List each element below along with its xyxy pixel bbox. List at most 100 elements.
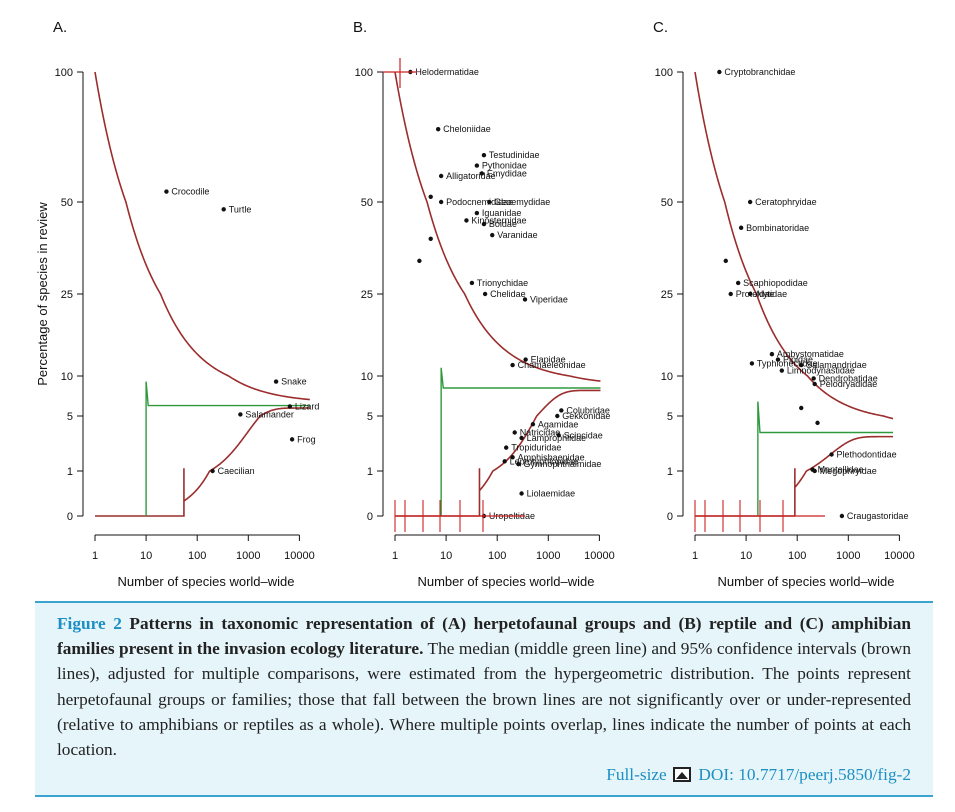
- point-label: Colubridae: [566, 405, 610, 415]
- point-label: Ambystomatidae: [777, 349, 844, 359]
- data-point: [438, 173, 444, 179]
- data-point: [221, 207, 226, 212]
- data-point: [779, 368, 785, 373]
- x-tick-label: 1000: [836, 550, 860, 562]
- data-point: [839, 513, 845, 519]
- point-label: Trionychidae: [477, 278, 528, 288]
- x-axis-title: Number of species world–wide: [417, 574, 594, 589]
- point-label: Elapidae: [531, 355, 566, 365]
- x-tick-label: 1000: [236, 550, 260, 562]
- point-label: Testudinidae: [489, 150, 540, 160]
- point-label: Crocodile: [171, 187, 209, 197]
- data-point: [829, 452, 834, 457]
- y-tick-label: 50: [61, 197, 73, 209]
- point-label: Emydidae: [487, 168, 527, 178]
- figure-title: Patterns in taxonomic representation of …: [57, 614, 911, 659]
- upper-ci-line: [394, 71, 601, 382]
- data-point: [519, 491, 524, 496]
- lower-ci-line: [95, 407, 310, 517]
- data-point: [428, 194, 433, 199]
- data-point: [474, 163, 480, 168]
- data-point: [479, 171, 485, 176]
- point-label: Lamprophiidae: [527, 433, 587, 443]
- point-label: Chelidae: [490, 289, 526, 299]
- data-point: [728, 291, 733, 297]
- point-label: Viperidae: [530, 294, 568, 304]
- y-tick-label: 5: [367, 411, 373, 423]
- x-tick-label: 10000: [584, 550, 615, 562]
- point-label: Bombinatoridae: [746, 223, 809, 233]
- point-label: Frog: [297, 434, 316, 444]
- figure-number: Figure 2: [57, 614, 122, 633]
- data-point: [519, 435, 524, 441]
- point-label: Geoemydidae: [494, 197, 550, 207]
- y-tick-label: 1: [667, 466, 673, 478]
- data-point: [482, 291, 488, 297]
- data-point: [287, 404, 293, 409]
- point-label: Alytidae: [755, 289, 787, 299]
- point-label: Dendrobatidae: [819, 373, 878, 383]
- doi-link[interactable]: DOI: 10.7717/peerj.5850/fig-2: [698, 765, 911, 785]
- data-point: [438, 199, 444, 205]
- data-point: [559, 408, 564, 413]
- y-tick-label: 25: [361, 289, 373, 301]
- data-point: [811, 376, 816, 381]
- panel-letter: B.: [353, 19, 367, 36]
- figure: A. 0 1 5 10 25 50 100 1 10 100 1000 10000 Number of s…: [35, 19, 915, 589]
- data-point: [273, 379, 279, 384]
- point-label: Scincidae: [564, 430, 603, 440]
- point-label: Caecilian: [218, 466, 255, 476]
- data-point: [747, 199, 753, 205]
- data-point: [464, 218, 469, 223]
- y-tick-label: 10: [61, 371, 73, 383]
- y-tick-label: 25: [661, 289, 673, 301]
- y-tick-label: 100: [55, 67, 73, 79]
- point-label: Craugastoridae: [847, 511, 909, 521]
- data-point: [812, 381, 817, 387]
- data-point: [556, 433, 561, 438]
- upper-ci-line: [694, 71, 894, 420]
- data-point: [510, 455, 515, 460]
- data-point: [428, 236, 433, 241]
- data-point: [502, 459, 507, 464]
- x-tick-label: 10000: [284, 550, 315, 562]
- figure-caption: Figure 2 Patterns in taxonomic represent…: [35, 601, 933, 797]
- point-label: Tropiduridae: [511, 443, 561, 453]
- data-point: [555, 413, 560, 419]
- point-label: Helodermatidae: [415, 67, 479, 77]
- data-point: [738, 225, 744, 230]
- point-label: Pythonidae: [482, 161, 527, 171]
- point-label: Cryptobranchidae: [724, 67, 795, 77]
- y-tick-label: 50: [361, 197, 373, 209]
- data-point: [516, 461, 521, 467]
- y-tick-label: 50: [661, 197, 673, 209]
- point-label: Liolaemidae: [527, 489, 576, 499]
- point-label: Limnodynastidae: [787, 366, 855, 376]
- x-tick-label: 100: [788, 550, 806, 562]
- data-point: [799, 362, 804, 368]
- data-point: [799, 405, 804, 411]
- point-label: Iguanidae: [482, 208, 522, 218]
- x-tick-label: 10: [740, 550, 752, 562]
- data-point: [490, 232, 495, 238]
- full-size-link[interactable]: Full-size: [606, 765, 667, 785]
- panel-letter: A.: [53, 19, 67, 36]
- point-label: Gymnophthalmidae: [523, 459, 601, 469]
- y-tick-label: 5: [67, 411, 73, 423]
- data-point: [512, 430, 517, 435]
- x-tick-label: 10000: [884, 550, 915, 562]
- point-label: Varanidae: [497, 230, 537, 240]
- y-tick-label: 1: [67, 466, 73, 478]
- point-label: Amphisbaenidae: [518, 452, 585, 462]
- y-tick-label: 0: [667, 511, 673, 523]
- data-point: [510, 362, 515, 368]
- data-point: [815, 420, 820, 426]
- point-label: Megophryidae: [820, 466, 877, 476]
- point-label: Agamidae: [538, 419, 579, 429]
- point-label: Leptotyphlopidae: [510, 456, 579, 466]
- x-tick-label: 1: [692, 550, 698, 562]
- image-icon: [673, 767, 692, 783]
- data-point: [164, 189, 169, 194]
- point-label: Pelodryadidae: [820, 379, 878, 389]
- panel-letter: C.: [653, 19, 668, 36]
